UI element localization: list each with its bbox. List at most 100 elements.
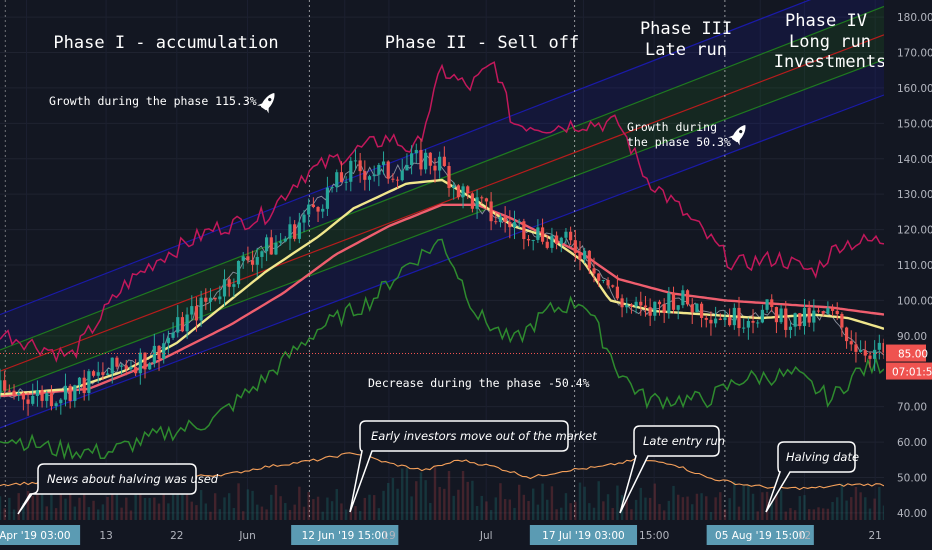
volume-bar [223, 497, 226, 520]
x-axis-badge-label: 12 Jun '19 15:00 [302, 530, 388, 542]
candle-body [802, 307, 807, 327]
volume-bar [681, 497, 685, 520]
volume-bar [195, 505, 198, 520]
candle-body [854, 344, 858, 352]
phase-4-label-line2: Long run [789, 32, 871, 52]
candle-body [662, 304, 666, 314]
candle-body [288, 224, 292, 239]
candle-body [830, 308, 835, 311]
candle-body [353, 160, 358, 162]
volume-bar [185, 494, 189, 520]
candle-body [31, 395, 35, 404]
candle-body [569, 231, 573, 241]
candle-body [143, 352, 147, 370]
volume-bar [475, 506, 479, 520]
volume-bar [578, 482, 582, 520]
candle-body [489, 201, 493, 222]
candle-body [634, 301, 638, 307]
y-tick-label: 150.00 [897, 118, 932, 130]
volume-bar [709, 511, 713, 520]
volume-bar [232, 507, 236, 520]
volume-bar [850, 497, 853, 520]
candle-body [442, 156, 446, 167]
candle-body [503, 216, 507, 222]
volume-bar [312, 499, 315, 520]
volume-bar [115, 487, 119, 520]
volume-bar [443, 488, 446, 520]
volume-bar [812, 509, 816, 520]
candle-body [554, 235, 559, 244]
candle-body [756, 322, 760, 324]
volume-bar [784, 511, 787, 520]
y-tick-label: 60.00 [897, 437, 927, 449]
candle-body [559, 237, 563, 244]
volume-bar [190, 501, 193, 520]
y-tick-label: 70.00 [897, 402, 927, 414]
candle-body [279, 241, 283, 243]
volume-bar [171, 484, 175, 520]
volume-bar [747, 484, 750, 520]
candle-body [746, 321, 750, 328]
y-tick-label: 90.00 [897, 331, 927, 343]
volume-bar [326, 497, 329, 520]
candle-body [35, 390, 40, 396]
candle-body [484, 198, 489, 202]
candle-body [274, 242, 278, 255]
callout-halving-date: Halving date [765, 441, 859, 513]
volume-bar [845, 500, 848, 520]
candle-body [372, 174, 376, 177]
channel-band-upper [0, 0, 884, 350]
candle-body [648, 307, 652, 316]
candle-body [377, 164, 381, 175]
volume-bar [452, 495, 455, 520]
volume-bar [148, 497, 151, 520]
candle-body [54, 403, 58, 407]
candle-body [283, 238, 287, 242]
candles [0, 138, 886, 416]
candle-body [325, 187, 330, 209]
candle-body [134, 366, 138, 374]
candle-body [208, 297, 213, 302]
growth-note-phase-1: Growth during the phase 115.3% [49, 94, 257, 108]
candle-body [461, 186, 465, 198]
y-axis: 40.0050.0060.0070.0080.0090.00100.00110.… [884, 0, 932, 550]
candle-body [844, 327, 849, 342]
volume-bar [807, 509, 811, 520]
candle-body [419, 149, 423, 170]
volume-bar [391, 477, 395, 520]
volume-bar [546, 499, 549, 520]
growth-note-phase-3-line1: Growth during [627, 120, 717, 134]
candle-body [466, 186, 470, 194]
volume-bar [274, 485, 278, 520]
candle-body [120, 365, 124, 367]
candle-body [779, 308, 783, 323]
candle-body [597, 273, 601, 281]
candle-body [68, 385, 72, 401]
x-tick-label: 15:00 [639, 530, 669, 542]
candle-body [620, 298, 624, 308]
candle-body [456, 185, 460, 198]
phase-4-label-line1: Phase IV [785, 11, 867, 31]
candle-body [12, 390, 16, 395]
volume-bar [143, 497, 147, 520]
volume-bar [653, 483, 657, 520]
volume-bar [134, 490, 137, 520]
volume-bar [532, 488, 535, 520]
last-price-label: 85.00 [898, 349, 928, 361]
candle-body [798, 313, 802, 327]
candle-body [293, 224, 297, 239]
volume-bar [31, 496, 34, 520]
volume-bar [705, 496, 708, 520]
channel-line-upper_green [0, 5, 885, 351]
volume-bar [298, 486, 301, 520]
candle-body [770, 299, 774, 308]
callout-news-halving-text: News about halving was used [47, 472, 219, 486]
volume-bar [597, 481, 600, 520]
candle-body [578, 252, 582, 260]
volume-bar [499, 483, 502, 520]
channel-band-middle [0, 6, 884, 393]
candle-body [480, 197, 484, 199]
candle-body [395, 179, 400, 181]
candle-body [564, 231, 568, 238]
